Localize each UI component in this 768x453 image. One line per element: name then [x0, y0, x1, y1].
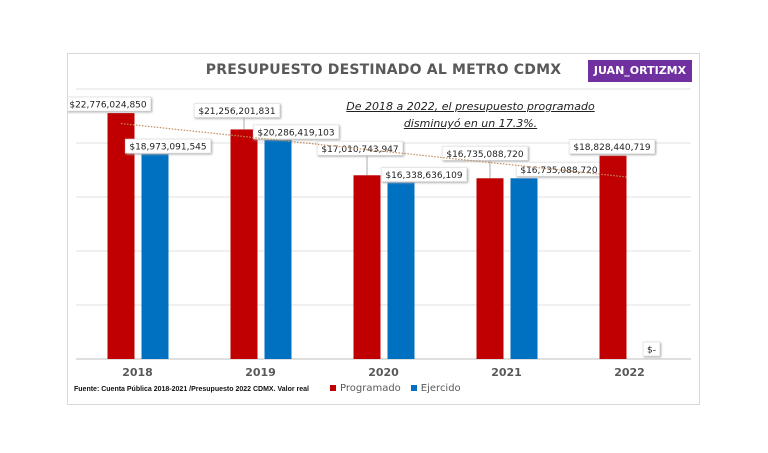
data-label: $22,776,024,850	[69, 101, 147, 111]
data-label-box	[193, 103, 281, 118]
bar-programado	[353, 175, 381, 359]
x-tick-label: 2021	[491, 366, 522, 379]
data-label-box	[124, 138, 212, 154]
bar-ejercido	[264, 139, 292, 359]
chart-title: PRESUPUESTO DESTINADO AL METRO CDMX	[205, 62, 562, 78]
legend-label: Ejercido	[420, 383, 461, 394]
legend-ejercido: Ejercido	[410, 383, 461, 394]
bar-ejercido	[141, 154, 169, 359]
legend: Programado Ejercido	[330, 383, 461, 394]
x-tick-label: 2020	[368, 366, 399, 379]
data-label: $18,973,091,545	[129, 143, 206, 153]
trendline	[120, 122, 629, 178]
bar-ejercido	[510, 178, 538, 359]
bar-ejercido	[387, 182, 415, 359]
author-badge: JUAN_ORTIZMX	[588, 60, 692, 82]
chart-plot: 2018 $22,776,024,850 $18,973,091,545 2019 $2…	[68, 88, 691, 379]
data-label-box	[252, 124, 340, 140]
chart-frame: PRESUPUESTO DESTINADO AL METRO CDMX JUAN…	[67, 53, 700, 405]
data-label: $16,735,088,720	[520, 166, 598, 176]
legend-programado: Programado	[330, 383, 401, 394]
data-label: $16,735,088,720	[446, 150, 524, 160]
data-label-box	[68, 96, 152, 112]
x-tick-label: 2018	[122, 366, 153, 379]
data-label-box	[380, 167, 468, 182]
annotation: De 2018 a 2022, el presupuesto programad…	[338, 98, 603, 132]
data-label: $18,828,440,719	[573, 143, 651, 153]
legend-label: Programado	[340, 383, 401, 394]
source-note: Fuente: Cuenta Pública 2018-2021 /Presup…	[74, 386, 309, 393]
bar-programado	[599, 155, 627, 359]
data-label: $21,256,201,831	[198, 107, 275, 117]
bar-programado	[107, 113, 135, 359]
data-label: $20,286,419,103	[257, 128, 334, 138]
bar-programado	[230, 129, 258, 359]
data-label: $-	[647, 346, 656, 356]
data-label: $16,338,636,109	[385, 171, 463, 181]
annotation-line-1: De 2018 a 2022, el presupuesto programad…	[346, 100, 595, 113]
bar-programado	[476, 178, 504, 359]
x-tick-label: 2019	[245, 366, 276, 379]
data-label-box	[441, 145, 529, 161]
legend-swatch	[330, 385, 336, 391]
data-label: $17,010,743,947	[321, 145, 398, 155]
data-label-box	[642, 341, 661, 357]
legend-swatch	[410, 385, 417, 391]
annotation-line-2: disminuyó en un 17.3%.	[403, 117, 538, 130]
data-label-box	[568, 139, 656, 154]
x-tick-label: 2022	[614, 366, 645, 379]
